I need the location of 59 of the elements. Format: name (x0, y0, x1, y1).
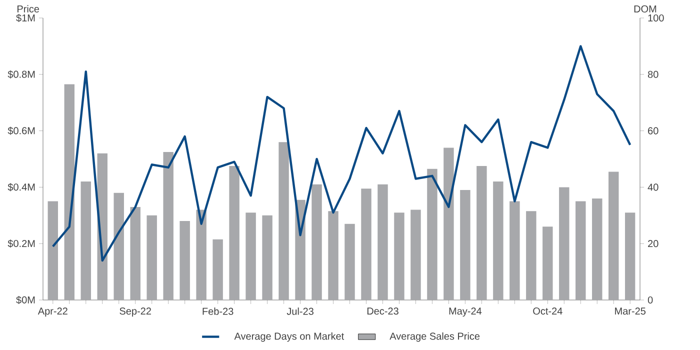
y-tick-label: $1M (16, 14, 35, 22)
y-axis-title: Price (18, 5, 40, 12)
bar (229, 166, 240, 300)
bar (278, 142, 289, 300)
x-tick-label: Dec-23 (367, 308, 398, 315)
x-tick-label: Jul-23 (286, 308, 314, 315)
bar (312, 184, 322, 300)
bar (80, 182, 91, 300)
legend-label: Average Sales Price (390, 332, 480, 342)
x-tick-label: Oct-24 (533, 308, 562, 315)
bar (114, 192, 124, 300)
bar (526, 211, 536, 300)
bar (460, 190, 470, 300)
bar (246, 212, 256, 300)
bar (559, 187, 570, 300)
bar (542, 226, 553, 300)
bar (510, 201, 520, 300)
bar (394, 212, 404, 300)
bar (410, 210, 421, 300)
bar (196, 210, 206, 300)
y-tick-label: $0.8M (8, 70, 35, 78)
bar (344, 224, 355, 300)
bar (361, 188, 372, 300)
bar (576, 201, 586, 300)
x-tick-label: Apr-22 (38, 308, 68, 317)
y-tick-label: $0.6M (8, 126, 35, 135)
bar (608, 172, 619, 300)
y2-tick-label: 60 (648, 127, 658, 134)
y2-tick-label: 80 (648, 70, 658, 78)
bar (493, 182, 504, 300)
y-tick-label: $0.4M (8, 183, 35, 192)
bar (378, 184, 388, 300)
bar (427, 168, 438, 300)
bar (625, 212, 636, 300)
y-tick-label: $0M (16, 296, 35, 304)
x-tick-label: Feb-23 (202, 308, 234, 315)
bar (48, 201, 58, 300)
y2-tick-label: 0 (648, 296, 653, 304)
bar (444, 148, 454, 300)
y-tick-label: $0.2M (8, 240, 35, 248)
bar (163, 152, 174, 300)
bar (328, 211, 338, 300)
line-series (52, 45, 632, 262)
y2-tick-label: 40 (648, 184, 658, 191)
bar (146, 215, 157, 300)
bar (180, 221, 190, 300)
bar (476, 166, 487, 300)
legend-label: Average Days on Market (234, 332, 344, 342)
y2-tick-label: 100 (648, 14, 664, 22)
x-tick-label: Sep-22 (120, 308, 151, 317)
x-tick-label: May-24 (449, 308, 482, 317)
bar (592, 198, 602, 300)
bar (64, 84, 74, 300)
bar (262, 215, 272, 300)
y2-axis-title: DOM (634, 5, 656, 12)
bar (212, 239, 223, 300)
x-tick-label: Mar-25 (615, 308, 646, 315)
y2-tick-label: 20 (648, 240, 658, 248)
bar (130, 206, 140, 300)
